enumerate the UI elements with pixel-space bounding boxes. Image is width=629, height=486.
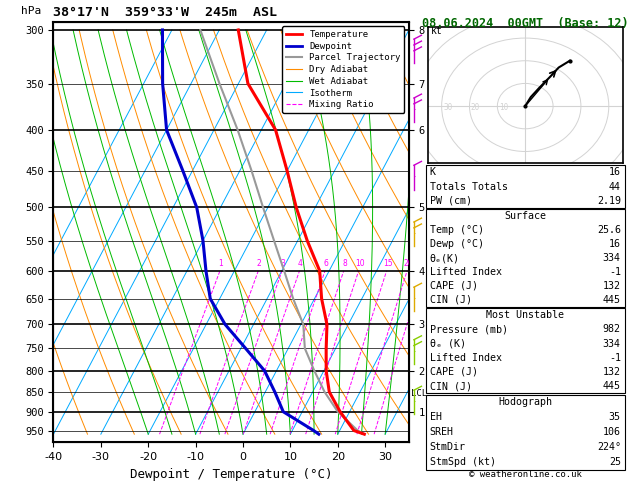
Text: 10: 10 — [355, 259, 364, 268]
Text: θₑ (K): θₑ (K) — [430, 339, 465, 348]
Text: 44: 44 — [609, 182, 621, 191]
Text: 25.6: 25.6 — [597, 226, 621, 235]
Text: © weatheronline.co.uk: © weatheronline.co.uk — [469, 469, 582, 479]
Text: 106: 106 — [603, 427, 621, 437]
Text: 16: 16 — [609, 167, 621, 177]
Text: Lifted Index: Lifted Index — [430, 353, 501, 363]
Text: 224°: 224° — [597, 442, 621, 452]
Text: 08.06.2024  00GMT  (Base: 12): 08.06.2024 00GMT (Base: 12) — [422, 17, 628, 30]
Text: Temp (°C): Temp (°C) — [430, 226, 484, 235]
Y-axis label: km
ASL: km ASL — [446, 232, 465, 254]
Text: ·: · — [413, 296, 415, 302]
Text: hPa: hPa — [21, 5, 42, 16]
Text: ·: · — [413, 174, 415, 180]
Text: 132: 132 — [603, 281, 621, 291]
Text: 2: 2 — [257, 259, 262, 268]
Text: ·: · — [413, 48, 415, 54]
Text: Totals Totals: Totals Totals — [430, 182, 508, 191]
Text: 8: 8 — [342, 259, 347, 268]
Text: CIN (J): CIN (J) — [430, 381, 472, 391]
Text: 16: 16 — [609, 239, 621, 249]
Text: Surface: Surface — [504, 211, 546, 222]
Text: 38°17'N  359°33'W  245m  ASL: 38°17'N 359°33'W 245m ASL — [53, 6, 277, 19]
Text: 4: 4 — [298, 259, 303, 268]
Text: Most Unstable: Most Unstable — [486, 310, 564, 320]
Text: ·: · — [413, 107, 415, 113]
Text: EH: EH — [430, 412, 442, 422]
Text: 20: 20 — [471, 103, 480, 111]
Text: 132: 132 — [603, 367, 621, 377]
Text: 15: 15 — [382, 259, 392, 268]
Text: Mixing Ratio (g/kg): Mixing Ratio (g/kg) — [447, 176, 457, 288]
Text: 3: 3 — [281, 259, 286, 268]
Text: CAPE (J): CAPE (J) — [430, 281, 477, 291]
Text: 445: 445 — [603, 381, 621, 391]
Text: 2.19: 2.19 — [597, 196, 621, 206]
X-axis label: Dewpoint / Temperature (°C): Dewpoint / Temperature (°C) — [130, 468, 332, 481]
Text: 25: 25 — [609, 457, 621, 468]
Text: K: K — [430, 167, 436, 177]
Text: StmSpd (kt): StmSpd (kt) — [430, 457, 496, 468]
Text: 6: 6 — [323, 259, 328, 268]
Text: 1: 1 — [219, 259, 223, 268]
Text: 334: 334 — [603, 253, 621, 263]
Text: 35: 35 — [609, 412, 621, 422]
Text: Hodograph: Hodograph — [498, 397, 552, 407]
Text: θₑ(K): θₑ(K) — [430, 253, 460, 263]
Text: 334: 334 — [603, 339, 621, 348]
Text: PW (cm): PW (cm) — [430, 196, 472, 206]
Text: ·: · — [413, 349, 415, 355]
Text: ·: · — [413, 399, 415, 405]
Text: 30: 30 — [443, 103, 452, 111]
Text: 445: 445 — [603, 295, 621, 305]
Text: 982: 982 — [603, 324, 621, 334]
Text: SREH: SREH — [430, 427, 454, 437]
Legend: Temperature, Dewpoint, Parcel Trajectory, Dry Adiabat, Wet Adiabat, Isotherm, Mi: Temperature, Dewpoint, Parcel Trajectory… — [282, 26, 404, 113]
Text: 10: 10 — [499, 103, 508, 111]
Text: LCL: LCL — [411, 389, 426, 399]
Text: kt: kt — [430, 26, 442, 35]
Text: StmDir: StmDir — [430, 442, 465, 452]
Text: Lifted Index: Lifted Index — [430, 267, 501, 277]
Text: CAPE (J): CAPE (J) — [430, 367, 477, 377]
Text: ·: · — [413, 231, 415, 237]
Text: -1: -1 — [609, 267, 621, 277]
Text: Dewp (°C): Dewp (°C) — [430, 239, 484, 249]
Text: Pressure (mb): Pressure (mb) — [430, 324, 508, 334]
Text: 20: 20 — [403, 259, 413, 268]
Text: -1: -1 — [609, 353, 621, 363]
Text: CIN (J): CIN (J) — [430, 295, 472, 305]
